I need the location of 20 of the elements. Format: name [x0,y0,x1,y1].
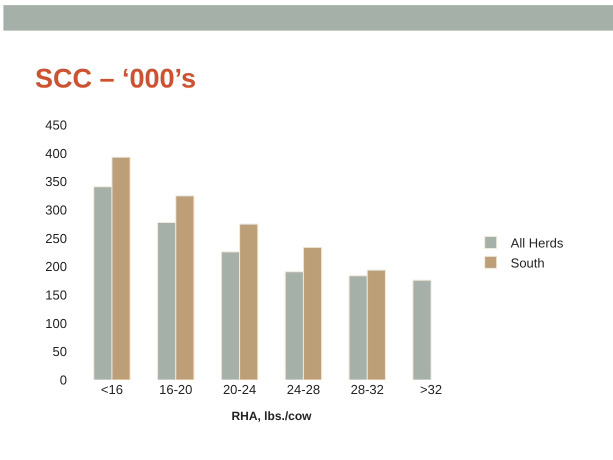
y-tick-label: 200 [45,259,67,274]
y-tick-label: 0 [60,372,67,388]
y-tick-label: 100 [45,316,67,331]
y-tick-label: 400 [45,146,67,161]
x-tick-label: <16 [100,382,123,397]
x-tick-label: >32 [420,382,442,397]
x-tick-label: 20-24 [222,382,256,397]
y-tick-label: 150 [45,288,67,303]
legend-label: South [510,255,545,270]
y-tick-label: 350 [45,174,67,190]
x-tick-label: 28-32 [350,382,384,397]
y-tick-label: 250 [45,230,67,246]
y-tick-label: 450 [45,118,67,133]
legend-label: All Herds [510,236,564,251]
y-tick-label: 300 [45,202,67,218]
y-tick-label: 50 [52,344,67,360]
x-axis-title: RHA, lbs./cow [231,408,312,423]
x-tick-label: 24-28 [286,382,320,397]
x-tick-label: 16-20 [159,382,192,397]
chart-title: SCC – ‘000’s [34,64,196,94]
